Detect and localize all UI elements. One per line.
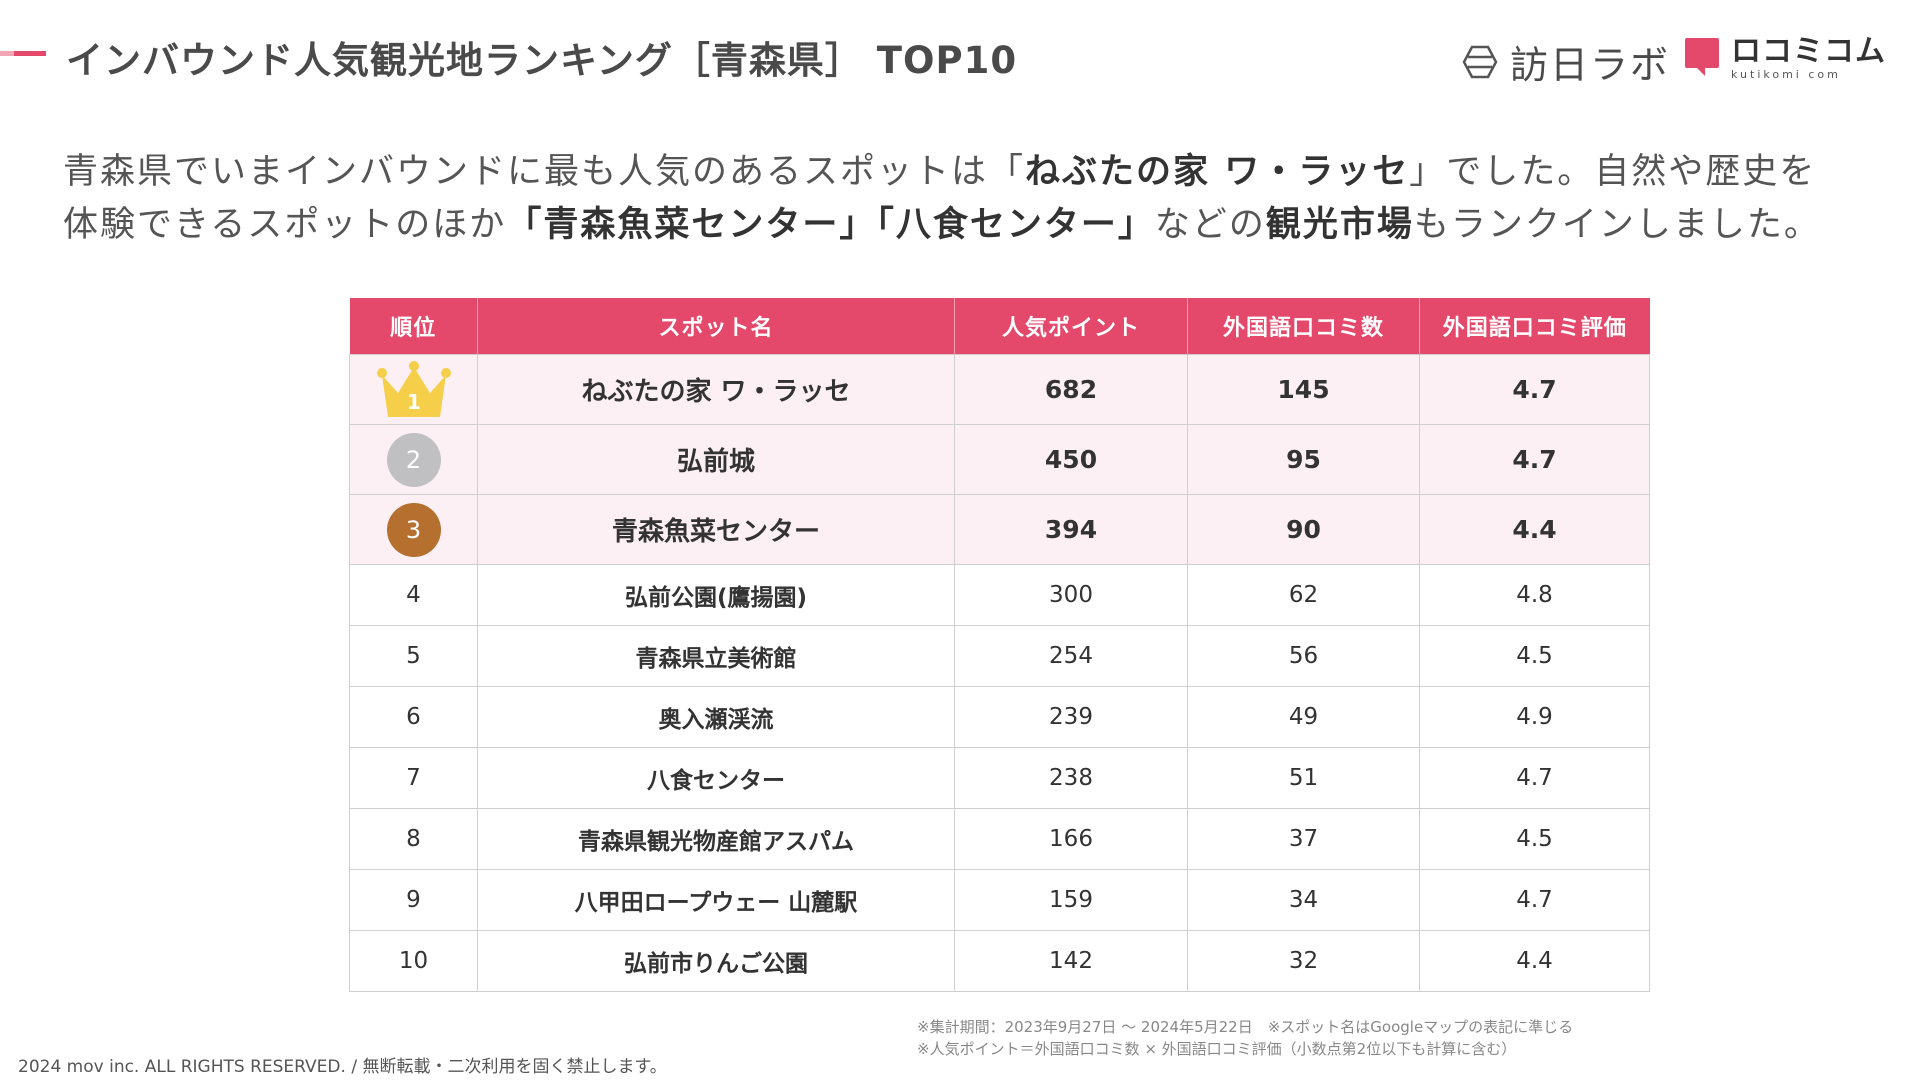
table-row: 5 青森県立美術館 254 56 4.5 bbox=[349, 625, 1650, 687]
rating-cell: 4.7 bbox=[1419, 869, 1650, 931]
spot-name: 弘前市りんご公園 bbox=[477, 930, 955, 992]
points-cell: 450 bbox=[954, 424, 1188, 495]
table-row: 1 ねぶたの家 ワ・ラッセ 682 145 4.7 bbox=[349, 354, 1650, 425]
lead-text: 体験できるスポットのほか bbox=[63, 205, 507, 245]
spot-name: 八甲田ロープウェー 山麓駅 bbox=[477, 869, 955, 931]
lead-line-2: 体験できるスポットのほか「青森魚菜センター」「八食センター」などの観光市場もラン… bbox=[63, 199, 1893, 252]
rating-cell: 4.7 bbox=[1419, 424, 1650, 495]
header-points: 人気ポイント bbox=[954, 298, 1188, 355]
rating-cell: 4.4 bbox=[1419, 930, 1650, 992]
rank-cell: 9 bbox=[349, 869, 478, 931]
logo-text: 訪日ラボ bbox=[1510, 43, 1671, 87]
brand-sub-text: kutikomi com bbox=[1731, 68, 1841, 81]
bronze-medal-icon: 3 bbox=[386, 502, 441, 557]
reviews-cell: 37 bbox=[1187, 808, 1420, 870]
points-cell: 239 bbox=[954, 686, 1188, 748]
lead-line-1: 青森県でいまインバウンドに最も人気のあるスポットは「ねぶたの家 ワ・ラッセ」でし… bbox=[63, 146, 1893, 199]
spot-name: 弘前城 bbox=[477, 424, 955, 495]
spot-name: 奥入瀬渓流 bbox=[477, 686, 955, 748]
table-row: 7 八食センター 238 51 4.7 bbox=[349, 747, 1650, 809]
spot-name: 八食センター bbox=[477, 747, 955, 809]
lead-highlight: 観光市場 bbox=[1265, 205, 1414, 245]
points-cell: 394 bbox=[954, 494, 1188, 565]
spot-name: ねぶたの家 ワ・ラッセ bbox=[477, 354, 955, 425]
spot-name: 青森県立美術館 bbox=[477, 625, 955, 687]
lead-text: 青森県でいまインバウンドに最も人気のあるスポットは「 bbox=[63, 152, 1026, 192]
rating-cell: 4.4 bbox=[1419, 494, 1650, 565]
ranking-table: 順位 スポット名 人気ポイント 外国語口コミ数 外国語口コミ評価 1 ねぶたの家… bbox=[349, 298, 1650, 992]
lead-text: などの bbox=[1154, 205, 1266, 245]
lead-highlight: ねぶたの家 ワ・ラッセ bbox=[1025, 152, 1410, 192]
points-cell: 300 bbox=[954, 564, 1188, 626]
rank-cell: 4 bbox=[349, 564, 478, 626]
accent-bar bbox=[0, 51, 46, 56]
lead-text: 」でした。自然や歴史を bbox=[1409, 152, 1817, 192]
table-row: 4 弘前公園(鷹揚園) 300 62 4.8 bbox=[349, 564, 1650, 626]
points-cell: 142 bbox=[954, 930, 1188, 992]
reviews-cell: 145 bbox=[1187, 354, 1420, 425]
points-cell: 682 bbox=[954, 354, 1188, 425]
rating-cell: 4.5 bbox=[1419, 808, 1650, 870]
reviews-cell: 62 bbox=[1187, 564, 1420, 626]
rank-cell: 5 bbox=[349, 625, 478, 687]
reviews-cell: 34 bbox=[1187, 869, 1420, 931]
houniti-labo-logo: 訪日ラボ bbox=[1462, 34, 1670, 89]
table-row: 3 青森魚菜センター 394 90 4.4 bbox=[349, 494, 1650, 565]
table-row: 2 弘前城 450 95 4.7 bbox=[349, 424, 1650, 495]
rank-cell: 3 bbox=[349, 494, 478, 565]
header-spot-name: スポット名 bbox=[477, 298, 955, 355]
spot-name: 青森魚菜センター bbox=[477, 494, 955, 565]
spot-name: 青森県観光物産館アスパム bbox=[477, 808, 955, 870]
lead-text: もランクインしました。 bbox=[1413, 205, 1821, 245]
rank-number: 1 bbox=[407, 390, 421, 414]
rating-cell: 4.9 bbox=[1419, 686, 1650, 748]
rank-cell: 7 bbox=[349, 747, 478, 809]
points-cell: 238 bbox=[954, 747, 1188, 809]
gold-crown-icon: 1 bbox=[376, 360, 451, 417]
rank-cell: 10 bbox=[349, 930, 478, 992]
reviews-cell: 32 bbox=[1187, 930, 1420, 992]
page-title: インバウンド人気観光地ランキング［青森県］ TOP10 bbox=[66, 39, 1018, 82]
rating-cell: 4.8 bbox=[1419, 564, 1650, 626]
rank-cell: 1 bbox=[349, 354, 478, 425]
kutikomi-logo: ロコミコム kutikomi com bbox=[1683, 36, 1886, 82]
table-header-row: 順位 スポット名 人気ポイント 外国語口コミ数 外国語口コミ評価 bbox=[349, 298, 1650, 355]
header-rank: 順位 bbox=[349, 298, 478, 355]
table-row: 9 八甲田ロープウェー 山麓駅 159 34 4.7 bbox=[349, 869, 1650, 931]
note-formula: ※人気ポイント＝外国語口コミ数 × 外国語口コミ評価（小数点第2位以下も計算に含… bbox=[917, 1040, 1517, 1058]
rank-cell: 2 bbox=[349, 424, 478, 495]
rating-cell: 4.7 bbox=[1419, 354, 1650, 425]
rating-cell: 4.5 bbox=[1419, 625, 1650, 687]
rating-cell: 4.7 bbox=[1419, 747, 1650, 809]
reviews-cell: 95 bbox=[1187, 424, 1420, 495]
table-row: 8 青森県観光物産館アスパム 166 37 4.5 bbox=[349, 808, 1650, 870]
points-cell: 166 bbox=[954, 808, 1188, 870]
lead-highlight: 「青森魚菜センター」「八食センター」 bbox=[506, 205, 1155, 245]
silver-medal-icon: 2 bbox=[386, 432, 441, 487]
spot-name: 弘前公園(鷹揚園) bbox=[477, 564, 955, 626]
table-row: 10 弘前市りんご公園 142 32 4.4 bbox=[349, 930, 1650, 992]
table-row: 6 奥入瀬渓流 239 49 4.9 bbox=[349, 686, 1650, 748]
rank-cell: 6 bbox=[349, 686, 478, 748]
reviews-cell: 90 bbox=[1187, 494, 1420, 565]
reviews-cell: 49 bbox=[1187, 686, 1420, 748]
points-cell: 254 bbox=[954, 625, 1188, 687]
points-cell: 159 bbox=[954, 869, 1188, 931]
copyright-text: 2024 mov inc. ALL RIGHTS RESERVED. / 無断転… bbox=[18, 1057, 667, 1077]
header-review-count: 外国語口コミ数 bbox=[1187, 298, 1420, 355]
reviews-cell: 56 bbox=[1187, 625, 1420, 687]
header-review-rating: 外国語口コミ評価 bbox=[1419, 298, 1650, 355]
lead-paragraph: 青森県でいまインバウンドに最も人気のあるスポットは「ねぶたの家 ワ・ラッセ」でし… bbox=[63, 146, 1893, 252]
hexagon-icon bbox=[1462, 45, 1498, 78]
reviews-cell: 51 bbox=[1187, 747, 1420, 809]
note-period: ※集計期間：2023年9月27日 〜 2024年5月22日 ※スポット名はGoo… bbox=[917, 1018, 1574, 1036]
brand-main-text: ロコミコム bbox=[1731, 34, 1886, 69]
rank-cell: 8 bbox=[349, 808, 478, 870]
speech-bubble-icon bbox=[1685, 38, 1719, 76]
